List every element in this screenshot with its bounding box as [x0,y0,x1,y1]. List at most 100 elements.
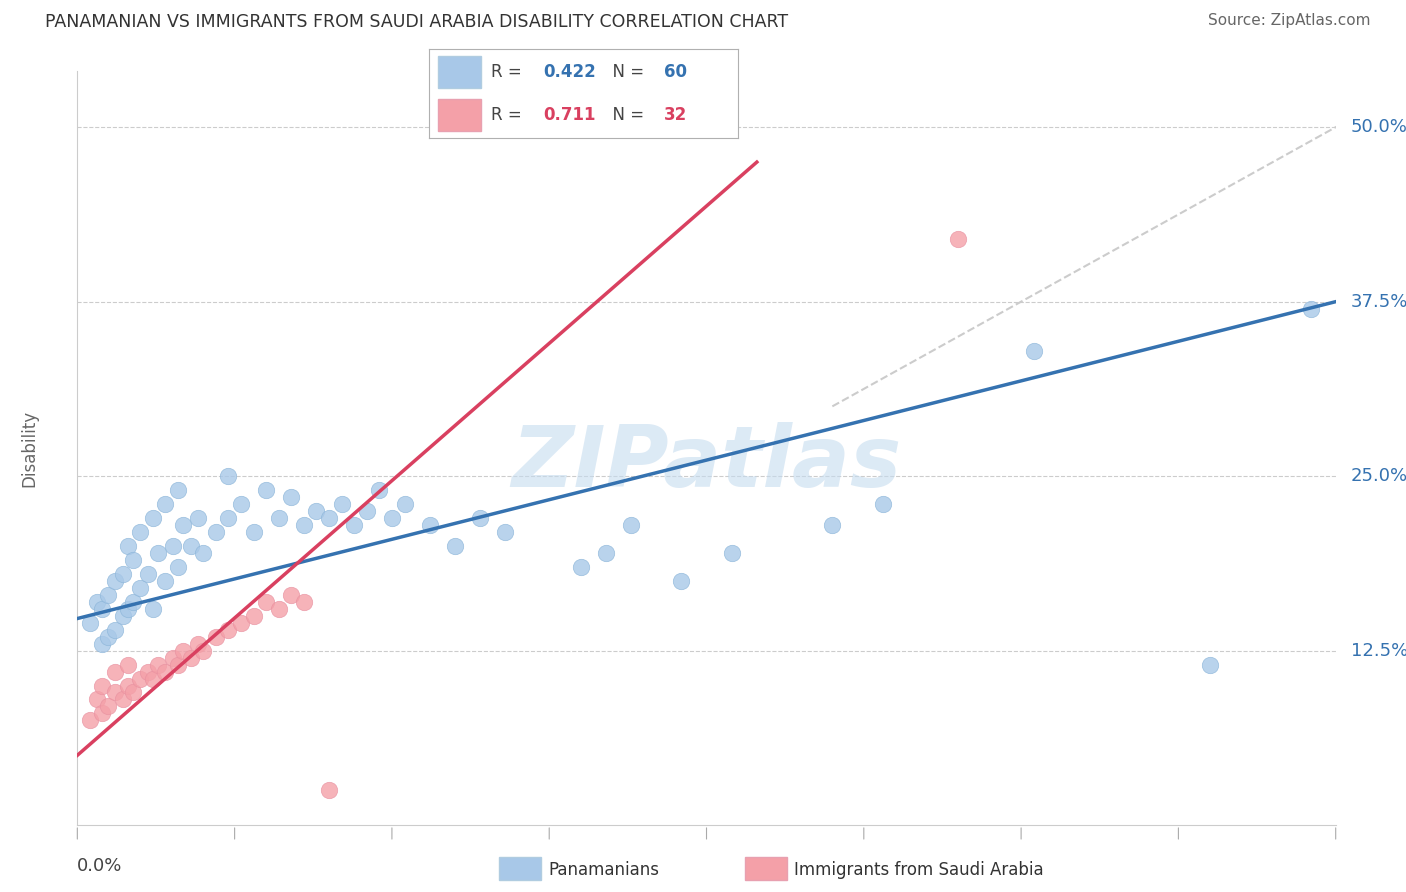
Point [229,497,252,511]
Point [305,504,328,518]
Point [136,566,159,581]
Point [242,524,264,539]
Point [187,637,209,651]
Point [104,685,127,699]
Point [146,546,169,560]
Point [368,483,391,497]
Text: 0.422: 0.422 [543,62,596,81]
Point [79,714,101,728]
Text: Panamanians: Panamanians [548,861,659,879]
Point [242,608,264,623]
Point [86,692,108,706]
Point [671,574,693,588]
Point [381,511,404,525]
Text: 25.0%: 25.0% [1351,467,1406,485]
Point [1198,657,1220,672]
Point [155,497,177,511]
Point [111,608,134,623]
Point [172,643,194,657]
Point [1022,343,1045,358]
Text: 0.0%: 0.0% [77,856,122,875]
Point [569,560,592,574]
Point [267,601,290,615]
Point [318,511,340,525]
Point [595,546,617,560]
Point [187,511,209,525]
Point [180,539,202,553]
Point [204,630,226,644]
Point [121,553,143,567]
Point [1299,301,1322,316]
Point [155,574,177,588]
Point [129,524,152,539]
Point [129,581,152,595]
Point [172,518,194,533]
Text: R =: R = [491,62,527,81]
Point [217,511,239,525]
Point [162,650,184,665]
Point [142,601,165,615]
Point [204,524,226,539]
Point [162,539,184,553]
Point [217,623,239,637]
Point [167,560,190,574]
Point [121,685,143,699]
Text: R =: R = [491,105,531,124]
Point [292,595,315,609]
Point [117,601,139,615]
Point [96,699,118,714]
Point [191,643,215,657]
Point [91,637,114,651]
Point [394,497,416,511]
Point [91,706,114,721]
Point [117,657,139,672]
Point [468,511,491,525]
Point [444,539,467,553]
Point [254,595,277,609]
Point [343,518,366,533]
Point [104,665,127,679]
Point [330,497,353,511]
Text: Immigrants from Saudi Arabia: Immigrants from Saudi Arabia [794,861,1045,879]
Point [167,483,190,497]
Point [720,546,742,560]
Text: 12.5%: 12.5% [1351,641,1406,659]
Text: 37.5%: 37.5% [1351,293,1406,310]
Point [96,630,118,644]
Point [494,524,516,539]
Point [96,588,118,602]
Point [318,783,340,797]
Point [167,657,190,672]
Point [117,539,139,553]
Text: N =: N = [602,62,650,81]
Point [217,469,239,483]
FancyBboxPatch shape [439,99,481,131]
Point [419,518,441,533]
Point [267,511,290,525]
Point [86,595,108,609]
Point [356,504,378,518]
Text: 0.711: 0.711 [543,105,596,124]
Text: 32: 32 [664,105,688,124]
Point [292,518,315,533]
Point [821,518,844,533]
Point [280,588,302,602]
Point [872,497,894,511]
Text: Disability: Disability [21,409,38,487]
Text: PANAMANIAN VS IMMIGRANTS FROM SAUDI ARABIA DISABILITY CORRELATION CHART: PANAMANIAN VS IMMIGRANTS FROM SAUDI ARAB… [45,13,789,31]
Point [79,615,101,630]
Point [121,595,143,609]
Point [142,511,165,525]
Point [91,601,114,615]
Point [136,665,159,679]
Text: 50.0%: 50.0% [1351,119,1406,136]
Point [129,672,152,686]
Point [111,566,134,581]
Point [155,665,177,679]
Point [280,490,302,504]
Point [104,623,127,637]
Point [620,518,643,533]
Point [142,672,165,686]
Text: N =: N = [602,105,650,124]
Point [229,615,252,630]
